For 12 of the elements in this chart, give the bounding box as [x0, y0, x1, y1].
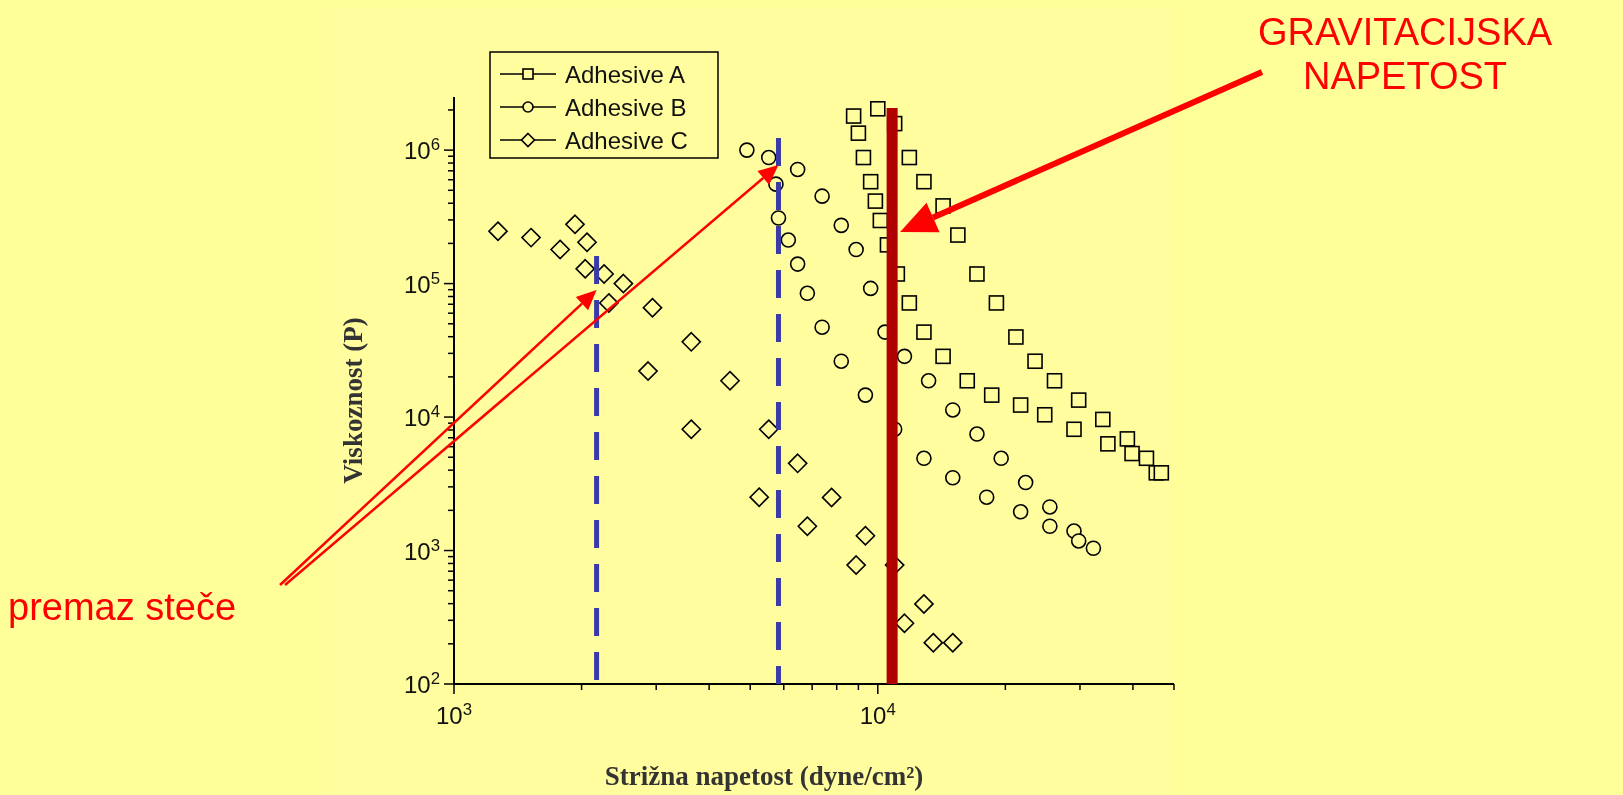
y-tick-label: 10$^{2}$ — [403, 668, 440, 698]
legend-label: Adhesive A — [565, 61, 686, 88]
text: GRAVITACIJSKA NAPETOST — [1257, 11, 1553, 97]
legend-label: Adhesive C — [565, 127, 688, 154]
y-tick-label: 10$^{3}$ — [403, 535, 440, 565]
legend-label: Adhesive B — [565, 94, 687, 121]
x-axis-title: Strižna napetost (dyne/cm²) — [604, 761, 924, 791]
y-tick-label: 10$^{6}$ — [403, 134, 440, 165]
text: premaz steče — [8, 586, 237, 628]
y-tick-label: 10$^{5}$ — [403, 268, 440, 298]
y-axis-title: Viskoznost (P) — [338, 317, 368, 484]
y-tick-label: 10$^{4}$ — [403, 401, 440, 432]
